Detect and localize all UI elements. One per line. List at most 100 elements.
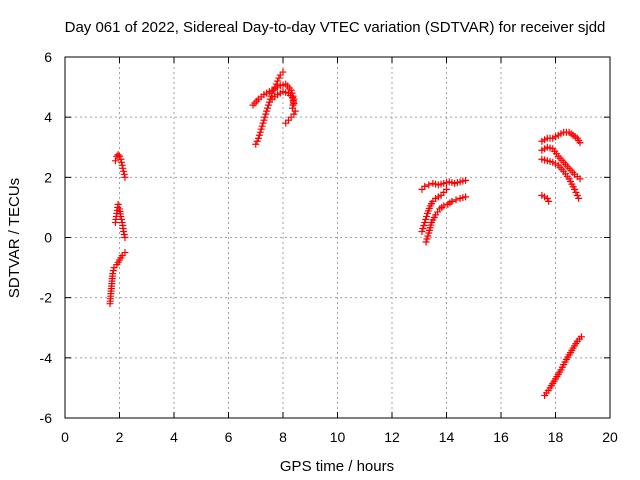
data-point	[573, 191, 581, 199]
data-point	[118, 161, 126, 169]
data-point	[263, 107, 271, 115]
x-tick-label: 4	[170, 429, 178, 445]
chart-title: Day 061 of 2022, Sidereal Day-to-day VTE…	[65, 19, 606, 36]
data-point	[116, 152, 123, 160]
data-point	[575, 194, 583, 202]
x-axis-tick-labels: 0 2 4 6 8 10 12 14 16 18 20	[61, 429, 618, 445]
data-point	[120, 170, 128, 178]
x-tick-label: 0	[61, 429, 69, 445]
data-point	[261, 113, 269, 121]
series-arc-2c	[268, 88, 298, 108]
series-arc-3b	[418, 185, 450, 235]
data-point	[420, 221, 428, 229]
data-point	[289, 97, 297, 105]
data-point	[291, 107, 299, 115]
y-tick-label: 0	[44, 230, 52, 246]
data-point	[121, 173, 129, 181]
x-tick-label: 18	[548, 429, 564, 445]
y-tick-label: 2	[44, 169, 52, 185]
data-point	[109, 270, 117, 278]
data-point	[275, 74, 283, 82]
data-point	[289, 94, 297, 102]
data-point	[121, 249, 129, 257]
y-tick-label: 4	[44, 109, 52, 125]
data-point	[264, 101, 272, 109]
data-point	[256, 128, 264, 136]
y-tick-label: -6	[40, 410, 53, 426]
data-point	[114, 200, 122, 208]
data-point	[290, 100, 298, 108]
series-arc-4c	[538, 155, 583, 202]
data-point	[543, 194, 551, 202]
data-point	[117, 212, 125, 220]
series-arc-1b	[111, 200, 129, 241]
data-point	[571, 185, 579, 193]
data-point	[418, 227, 426, 235]
data-point	[255, 131, 263, 139]
series-arc-2d	[282, 107, 299, 127]
series-arc-3c	[422, 193, 470, 246]
data-point	[279, 68, 287, 76]
data-point	[118, 158, 126, 166]
data-point	[421, 218, 429, 226]
y-axis-tick-labels: -6 -4 -2 0 2 4 6	[40, 49, 53, 426]
data-point	[120, 167, 128, 175]
data-point	[423, 212, 431, 220]
data-point	[118, 215, 126, 223]
series-arc-2a	[252, 68, 287, 148]
data-point	[545, 197, 553, 205]
data-point	[577, 333, 585, 341]
axis-ticks	[64, 56, 611, 419]
data-point	[120, 230, 128, 238]
data-point	[257, 125, 265, 133]
data-point	[111, 157, 119, 165]
x-tick-label: 14	[439, 429, 455, 445]
data-point	[262, 110, 270, 118]
grid	[65, 57, 610, 418]
data-point	[267, 92, 275, 100]
data-point	[422, 238, 430, 246]
data-point	[259, 119, 267, 127]
data-point	[443, 185, 450, 193]
x-tick-label: 10	[330, 429, 346, 445]
y-tick-label: -2	[40, 290, 53, 306]
data-points	[106, 68, 585, 399]
data-point	[425, 181, 433, 189]
data-point	[422, 215, 430, 223]
series-arc-2b	[249, 80, 298, 112]
y-tick-label: 6	[44, 49, 52, 65]
data-point	[452, 196, 460, 204]
data-point	[121, 234, 129, 241]
x-tick-label: 20	[602, 429, 618, 445]
data-point	[419, 224, 427, 232]
data-point	[117, 155, 125, 163]
x-tick-label: 8	[279, 429, 287, 445]
y-axis-title: SDTVAR / TECUs	[6, 178, 23, 298]
data-point	[114, 151, 122, 159]
series-arc-4a	[538, 128, 584, 147]
data-point	[462, 176, 470, 184]
data-point	[274, 77, 282, 85]
data-point	[120, 227, 128, 235]
series-arc-3a	[418, 176, 470, 193]
data-point	[290, 110, 298, 118]
data-point	[272, 80, 280, 88]
data-point	[576, 175, 584, 183]
data-point	[119, 164, 127, 172]
data-point	[260, 116, 268, 124]
x-tick-label: 12	[384, 429, 400, 445]
data-point	[264, 104, 272, 112]
series-arc-4b	[538, 143, 584, 183]
series-arc-1a	[106, 249, 129, 308]
x-tick-label: 2	[116, 429, 124, 445]
data-point	[576, 139, 584, 147]
data-point	[254, 134, 262, 142]
x-tick-label: 6	[225, 429, 233, 445]
data-point	[252, 140, 260, 148]
series-arc-5	[541, 333, 585, 399]
data-point	[109, 267, 117, 275]
x-tick-label: 16	[493, 429, 509, 445]
data-point	[258, 122, 266, 130]
data-point	[572, 188, 580, 196]
